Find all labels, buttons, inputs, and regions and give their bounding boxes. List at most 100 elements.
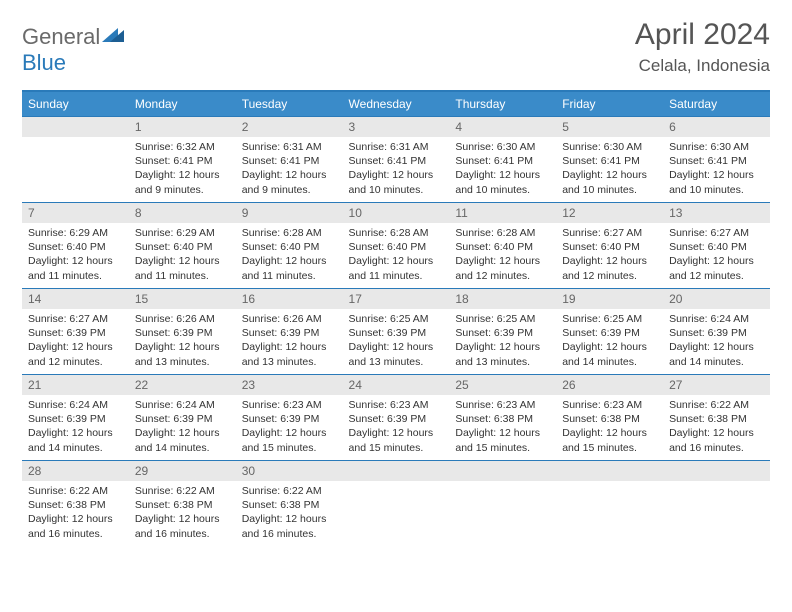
day-number xyxy=(449,461,556,481)
day-content: Sunrise: 6:22 AMSunset: 6:38 PMDaylight:… xyxy=(129,481,236,545)
sunset-line: Sunset: 6:41 PM xyxy=(242,155,320,167)
calendar-cell: 12Sunrise: 6:27 AMSunset: 6:40 PMDayligh… xyxy=(556,203,663,289)
calendar-head: SundayMondayTuesdayWednesdayThursdayFrid… xyxy=(22,91,770,117)
day-content: Sunrise: 6:23 AMSunset: 6:39 PMDaylight:… xyxy=(236,395,343,459)
calendar-cell: 22Sunrise: 6:24 AMSunset: 6:39 PMDayligh… xyxy=(129,375,236,461)
sunset-line: Sunset: 6:38 PM xyxy=(28,499,106,511)
sunset-line: Sunset: 6:39 PM xyxy=(135,413,213,425)
calendar-cell: 2Sunrise: 6:31 AMSunset: 6:41 PMDaylight… xyxy=(236,117,343,203)
sunrise-line: Sunrise: 6:31 AM xyxy=(242,141,322,153)
calendar-cell: 25Sunrise: 6:23 AMSunset: 6:38 PMDayligh… xyxy=(449,375,556,461)
calendar-cell xyxy=(556,461,663,547)
day-number xyxy=(663,461,770,481)
header: GeneralBlue April 2024 Celala, Indonesia xyxy=(22,18,770,76)
daylight-line: Daylight: 12 hours and 15 minutes. xyxy=(455,427,540,453)
calendar-cell: 29Sunrise: 6:22 AMSunset: 6:38 PMDayligh… xyxy=(129,461,236,547)
calendar-cell: 8Sunrise: 6:29 AMSunset: 6:40 PMDaylight… xyxy=(129,203,236,289)
title-block: April 2024 Celala, Indonesia xyxy=(635,18,770,76)
sunset-line: Sunset: 6:39 PM xyxy=(28,413,106,425)
calendar-cell: 15Sunrise: 6:26 AMSunset: 6:39 PMDayligh… xyxy=(129,289,236,375)
day-number: 24 xyxy=(343,375,450,395)
day-content: Sunrise: 6:25 AMSunset: 6:39 PMDaylight:… xyxy=(556,309,663,373)
sunrise-line: Sunrise: 6:31 AM xyxy=(349,141,429,153)
calendar-body: 1Sunrise: 6:32 AMSunset: 6:41 PMDaylight… xyxy=(22,117,770,547)
logo-text: GeneralBlue xyxy=(22,24,124,76)
day-number: 17 xyxy=(343,289,450,309)
sunrise-line: Sunrise: 6:23 AM xyxy=(349,399,429,411)
daylight-line: Daylight: 12 hours and 13 minutes. xyxy=(349,341,434,367)
calendar-week-row: 7Sunrise: 6:29 AMSunset: 6:40 PMDaylight… xyxy=(22,203,770,289)
daylight-line: Daylight: 12 hours and 15 minutes. xyxy=(349,427,434,453)
sunrise-line: Sunrise: 6:27 AM xyxy=(28,313,108,325)
sunset-line: Sunset: 6:40 PM xyxy=(28,241,106,253)
day-of-week-header: Sunday xyxy=(22,91,129,117)
day-content: Sunrise: 6:26 AMSunset: 6:39 PMDaylight:… xyxy=(236,309,343,373)
sunrise-line: Sunrise: 6:22 AM xyxy=(135,485,215,497)
calendar-cell: 27Sunrise: 6:22 AMSunset: 6:38 PMDayligh… xyxy=(663,375,770,461)
calendar-cell: 10Sunrise: 6:28 AMSunset: 6:40 PMDayligh… xyxy=(343,203,450,289)
day-number: 8 xyxy=(129,203,236,223)
calendar-cell: 19Sunrise: 6:25 AMSunset: 6:39 PMDayligh… xyxy=(556,289,663,375)
day-content: Sunrise: 6:31 AM Sunset: 6:41 PM Daylight:… xyxy=(236,137,343,201)
calendar-cell: 23Sunrise: 6:23 AMSunset: 6:39 PMDayligh… xyxy=(236,375,343,461)
sunrise-line: Sunrise: 6:24 AM xyxy=(28,399,108,411)
day-content: Sunrise: 6:23 AMSunset: 6:38 PMDaylight:… xyxy=(449,395,556,459)
day-content: Sunrise: 6:25 AMSunset: 6:39 PMDaylight:… xyxy=(343,309,450,373)
sunset-line: Sunset: 6:41 PM xyxy=(135,155,213,167)
daylight-line: Daylight: 12 hours and 16 minutes. xyxy=(135,513,220,539)
day-of-week-header: Tuesday xyxy=(236,91,343,117)
day-number: 30 xyxy=(236,461,343,481)
calendar-cell: 13Sunrise: 6:27 AMSunset: 6:40 PMDayligh… xyxy=(663,203,770,289)
daylight-line: Daylight: 12 hours and 9 minutes. xyxy=(135,169,220,195)
day-content: Sunrise: 6:22 AMSunset: 6:38 PMDaylight:… xyxy=(22,481,129,545)
day-content: Sunrise: 6:27 AMSunset: 6:40 PMDaylight:… xyxy=(556,223,663,287)
daylight-line: Daylight: 12 hours and 10 minutes. xyxy=(669,169,754,195)
sunrise-line: Sunrise: 6:28 AM xyxy=(455,227,535,239)
location: Celala, Indonesia xyxy=(635,56,770,76)
calendar-cell: 14Sunrise: 6:27 AMSunset: 6:39 PMDayligh… xyxy=(22,289,129,375)
sunrise-line: Sunrise: 6:30 AM xyxy=(669,141,749,153)
sunrise-line: Sunrise: 6:25 AM xyxy=(349,313,429,325)
daylight-line: Daylight: 12 hours and 10 minutes. xyxy=(562,169,647,195)
day-content: Sunrise: 6:23 AM Sunset: 6:39 PM Daylight:… xyxy=(343,395,450,459)
day-number: 23 xyxy=(236,375,343,395)
sunrise-line: Sunrise: 6:22 AM xyxy=(242,485,322,497)
sunrise-line: Sunrise: 6:25 AM xyxy=(562,313,642,325)
sunrise-line: Sunrise: 6:24 AM xyxy=(135,399,215,411)
sunrise-line: Sunrise: 6:29 AM xyxy=(135,227,215,239)
calendar-cell: 24 Sunrise: 6:23 AM Sunset: 6:39 PM Dayligh… xyxy=(343,375,450,461)
calendar-cell: 16Sunrise: 6:26 AMSunset: 6:39 PMDayligh… xyxy=(236,289,343,375)
day-number xyxy=(556,461,663,481)
daylight-line: Daylight: 12 hours and 12 minutes. xyxy=(669,255,754,281)
calendar-cell: 28Sunrise: 6:22 AMSunset: 6:38 PMDayligh… xyxy=(22,461,129,547)
day-number: 5 xyxy=(556,117,663,137)
daylight-line: Daylight: 12 hours and 12 minutes. xyxy=(455,255,540,281)
sunset-line: Sunset: 6:38 PM xyxy=(455,413,533,425)
calendar-cell: 20Sunrise: 6:24 AMSunset: 6:39 PMDayligh… xyxy=(663,289,770,375)
sunset-line: Sunset: 6:39 PM xyxy=(669,327,747,339)
calendar-cell xyxy=(449,461,556,547)
day-content: Sunrise: 6:23 AMSunset: 6:38 PMDaylight:… xyxy=(556,395,663,459)
daylight-line: Daylight: 12 hours and 11 minutes. xyxy=(28,255,113,281)
month-title: April 2024 xyxy=(635,18,770,52)
daylight-line: Daylight: 12 hours and 10 minutes. xyxy=(349,169,434,195)
sunset-line: Sunset: 6:39 PM xyxy=(349,413,427,425)
sunrise-line: Sunrise: 6:32 AM xyxy=(135,141,215,153)
logo-flag-icon xyxy=(102,24,124,50)
daylight-line: Daylight: 12 hours and 15 minutes. xyxy=(242,427,327,453)
day-number: 19 xyxy=(556,289,663,309)
day-of-week-header: Monday xyxy=(129,91,236,117)
sunset-line: Sunset: 6:41 PM xyxy=(455,155,533,167)
day-of-week-header: Thursday xyxy=(449,91,556,117)
sunset-line: Sunset: 6:39 PM xyxy=(562,327,640,339)
calendar-cell: 7Sunrise: 6:29 AMSunset: 6:40 PMDaylight… xyxy=(22,203,129,289)
daylight-line: Daylight: 12 hours and 15 minutes. xyxy=(562,427,647,453)
sunset-line: Sunset: 6:39 PM xyxy=(135,327,213,339)
daylight-line: Daylight: 12 hours and 9 minutes. xyxy=(242,169,327,195)
sunrise-line: Sunrise: 6:27 AM xyxy=(562,227,642,239)
day-content: Sunrise: 6:29 AMSunset: 6:40 PMDaylight:… xyxy=(129,223,236,287)
calendar-cell: 21Sunrise: 6:24 AMSunset: 6:39 PMDayligh… xyxy=(22,375,129,461)
day-content: Sunrise: 6:27 AMSunset: 6:40 PMDaylight:… xyxy=(663,223,770,287)
calendar-table: SundayMondayTuesdayWednesdayThursdayFrid… xyxy=(22,90,770,547)
daylight-line: Daylight: 12 hours and 12 minutes. xyxy=(562,255,647,281)
